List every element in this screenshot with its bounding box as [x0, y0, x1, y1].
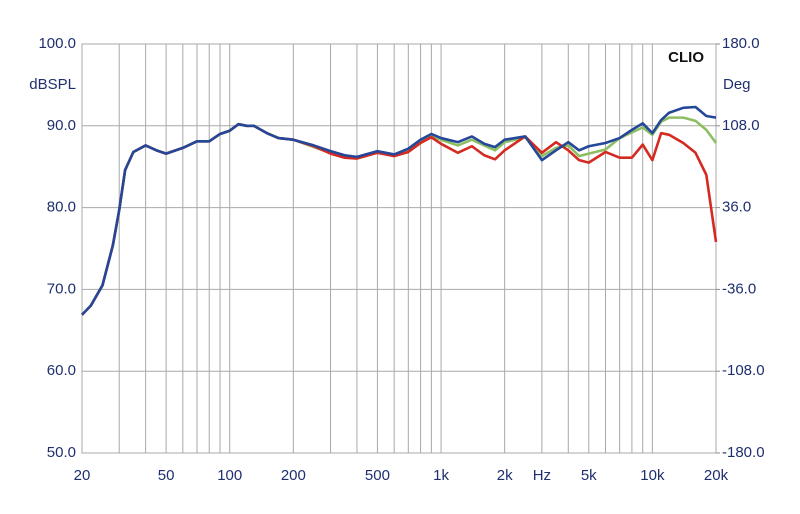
- x-tick-label: 100: [217, 467, 242, 484]
- x-tick-label: 200: [281, 467, 306, 484]
- x-tick-label: Hz: [533, 467, 551, 484]
- y2-tick-label: 108.0: [722, 117, 760, 134]
- y-axis-label: dBSPL: [29, 76, 76, 93]
- y-tick-label: 50.0: [47, 444, 76, 461]
- x-tick-label: 50: [158, 467, 175, 484]
- x-tick-label: 2k: [497, 467, 513, 484]
- x-tick-label: 500: [365, 467, 390, 484]
- y2-tick-label: 36.0: [722, 199, 751, 216]
- y2-tick-label: -36.0: [722, 280, 756, 297]
- y-tick-label: 100.0: [38, 35, 76, 52]
- y-tick-label: 70.0: [47, 280, 76, 297]
- y2-tick-label: -108.0: [722, 362, 765, 379]
- y2-tick-label: -180.0: [722, 444, 765, 461]
- plot-area: [81, 43, 717, 454]
- y2-axis-label: Deg: [723, 76, 751, 93]
- y-tick-label: 60.0: [47, 362, 76, 379]
- x-tick-label: 20k: [704, 467, 729, 484]
- x-tick-label: 20: [74, 467, 91, 484]
- y-tick-label: 90.0: [47, 117, 76, 134]
- y-tick-label: 80.0: [47, 199, 76, 216]
- x-tick-label: 1k: [433, 467, 449, 484]
- brand-label: CLIO: [668, 49, 704, 66]
- response-curve: [81, 105, 717, 316]
- y2-tick-label: 180.0: [722, 35, 760, 52]
- x-tick-label: 10k: [640, 467, 665, 484]
- x-tick-label: 5k: [581, 467, 597, 484]
